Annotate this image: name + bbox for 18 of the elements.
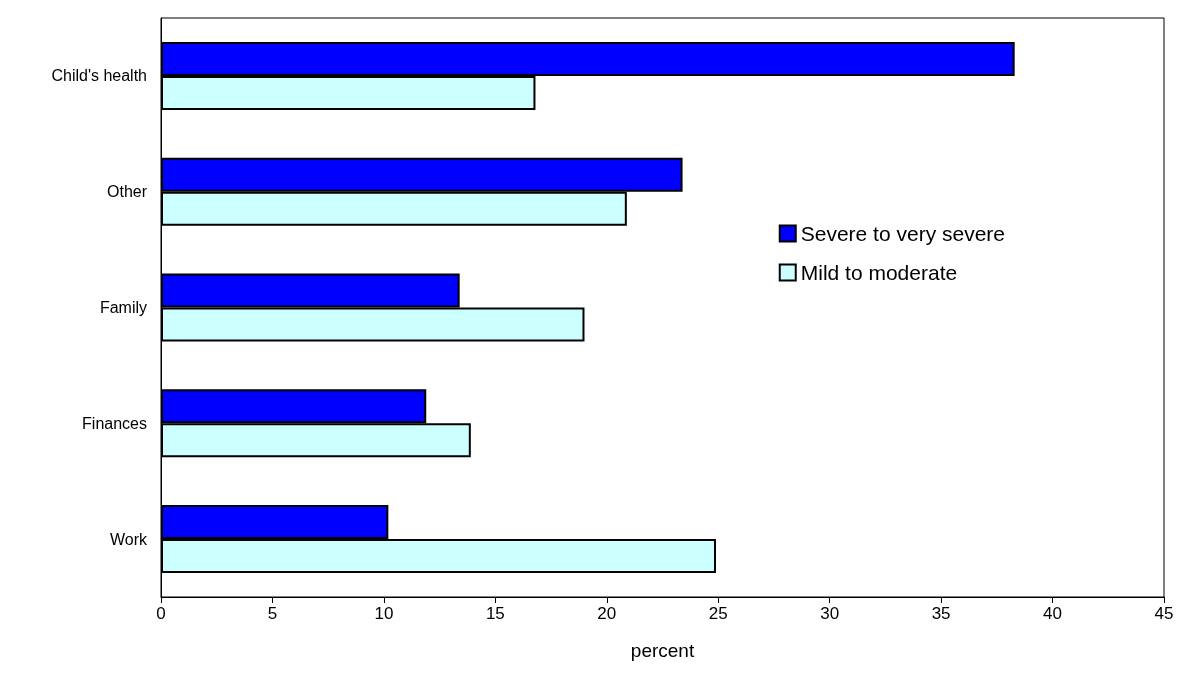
legend-label: Mild to moderate — [800, 261, 958, 284]
y-tick-label: Work — [109, 530, 148, 548]
x-tick-label: 15 — [485, 604, 505, 623]
x-tick-label: 25 — [708, 604, 728, 623]
x-tick-label: 0 — [156, 604, 166, 623]
x-tick-label: 5 — [267, 604, 278, 623]
legend-label: Severe to very severe — [800, 222, 1006, 245]
x-tick-label: 10 — [374, 604, 394, 623]
y-tick-label: Family — [99, 299, 147, 316]
y-tick-label: Finances — [82, 414, 147, 432]
x-tick-label: 20 — [597, 604, 617, 623]
x-tick-label: 35 — [931, 604, 951, 623]
x-tick-label: 45 — [1154, 604, 1174, 623]
y-tick-label: Other — [106, 183, 148, 201]
x-tick-label: 30 — [820, 604, 840, 623]
x-tick-label: 40 — [1043, 604, 1063, 623]
x-axis-title: percent — [630, 640, 695, 661]
y-tick-label: Child's health — [51, 67, 147, 85]
